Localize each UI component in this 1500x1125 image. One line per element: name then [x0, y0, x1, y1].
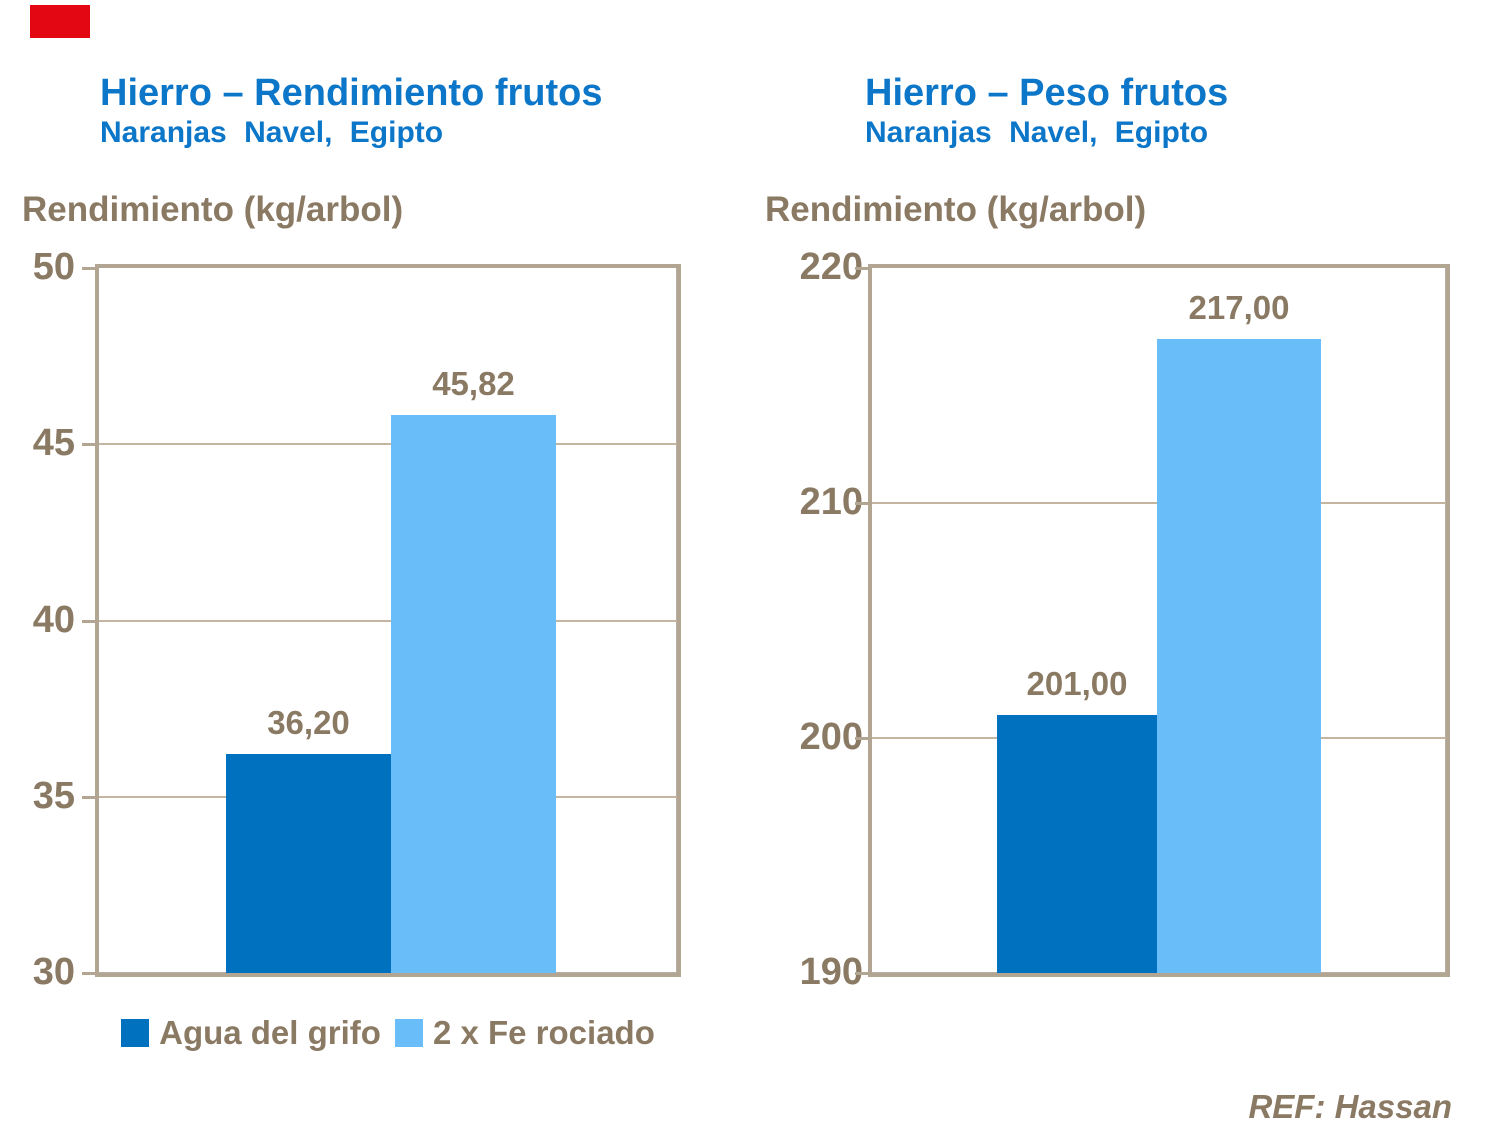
legend-label: Agua del grifo	[159, 1014, 381, 1051]
y-tick-label-190: 190	[799, 951, 863, 993]
y-axis-title: Rendimiento (kg/arbol)	[22, 190, 404, 229]
chart-peso-frutos: Hierro – Peso frutos Naranjas Navel, Egi…	[745, 0, 1500, 1125]
y-tick-mark	[82, 619, 95, 623]
y-tick-label-30: 30	[32, 951, 75, 993]
bar-agua-del-grifo	[226, 754, 391, 973]
y-axis-title: Rendimiento (kg/arbol)	[765, 190, 1147, 229]
bar-agua-del-grifo	[997, 714, 1157, 973]
bar-value-label: 201,00	[1026, 664, 1128, 702]
legend-item-agua-del-grifo: Agua del grifo	[121, 1014, 381, 1052]
legend-swatch-light-blue	[394, 1019, 423, 1047]
y-tick-mark	[855, 972, 868, 975]
gridline-40	[99, 619, 677, 622]
y-tick-label-40: 40	[32, 598, 75, 641]
y-tick-label-35: 35	[32, 774, 75, 817]
y-tick-label-220: 220	[799, 246, 863, 288]
y-tick-mark	[82, 443, 95, 447]
chart-title: Hierro – Peso frutos	[865, 72, 1229, 114]
legend-label: 2 x Fe rociado	[432, 1014, 655, 1051]
bar-value-label: 217,00	[1188, 288, 1290, 326]
gridline-45	[99, 443, 677, 446]
bar-2-x-fe-rociado	[1157, 338, 1321, 973]
y-tick-label-50: 50	[32, 246, 75, 288]
plot-area: 36,20 45,82	[95, 264, 681, 977]
legend-item-fe-rociado: 2 x Fe rociado	[394, 1014, 655, 1052]
chart-title: Hierro – Rendimiento frutos	[100, 72, 603, 114]
y-tick-mark	[855, 267, 868, 270]
chart-subtitle: Naranjas Navel, Egipto	[100, 116, 444, 149]
plot-area: 201,00 217,00	[868, 264, 1450, 977]
y-tick-label-210: 210	[799, 481, 863, 523]
bar-value-label: 45,82	[432, 365, 515, 403]
chart-subtitle: Naranjas Navel, Egipto	[865, 116, 1209, 149]
legend-swatch-dark-blue	[121, 1019, 150, 1047]
corner-brand-marker	[30, 5, 90, 38]
chart-rendimiento-frutos: Hierro – Rendimiento frutos Naranjas Nav…	[22, 72, 681, 1052]
bar-value-label: 36,20	[267, 704, 350, 742]
y-tick-mark	[82, 795, 95, 799]
y-tick-mark	[82, 972, 95, 975]
y-tick-mark	[855, 502, 868, 505]
bar-2-x-fe-rociado	[391, 415, 556, 973]
y-tick-mark	[82, 267, 95, 270]
legend: Agua del grifo 2 x Fe rociado	[95, 1014, 681, 1052]
reference-note: REF: Hassan	[1248, 1088, 1452, 1125]
y-tick-mark	[855, 737, 868, 740]
y-tick-label-45: 45	[32, 422, 75, 465]
y-tick-label-200: 200	[799, 716, 863, 758]
